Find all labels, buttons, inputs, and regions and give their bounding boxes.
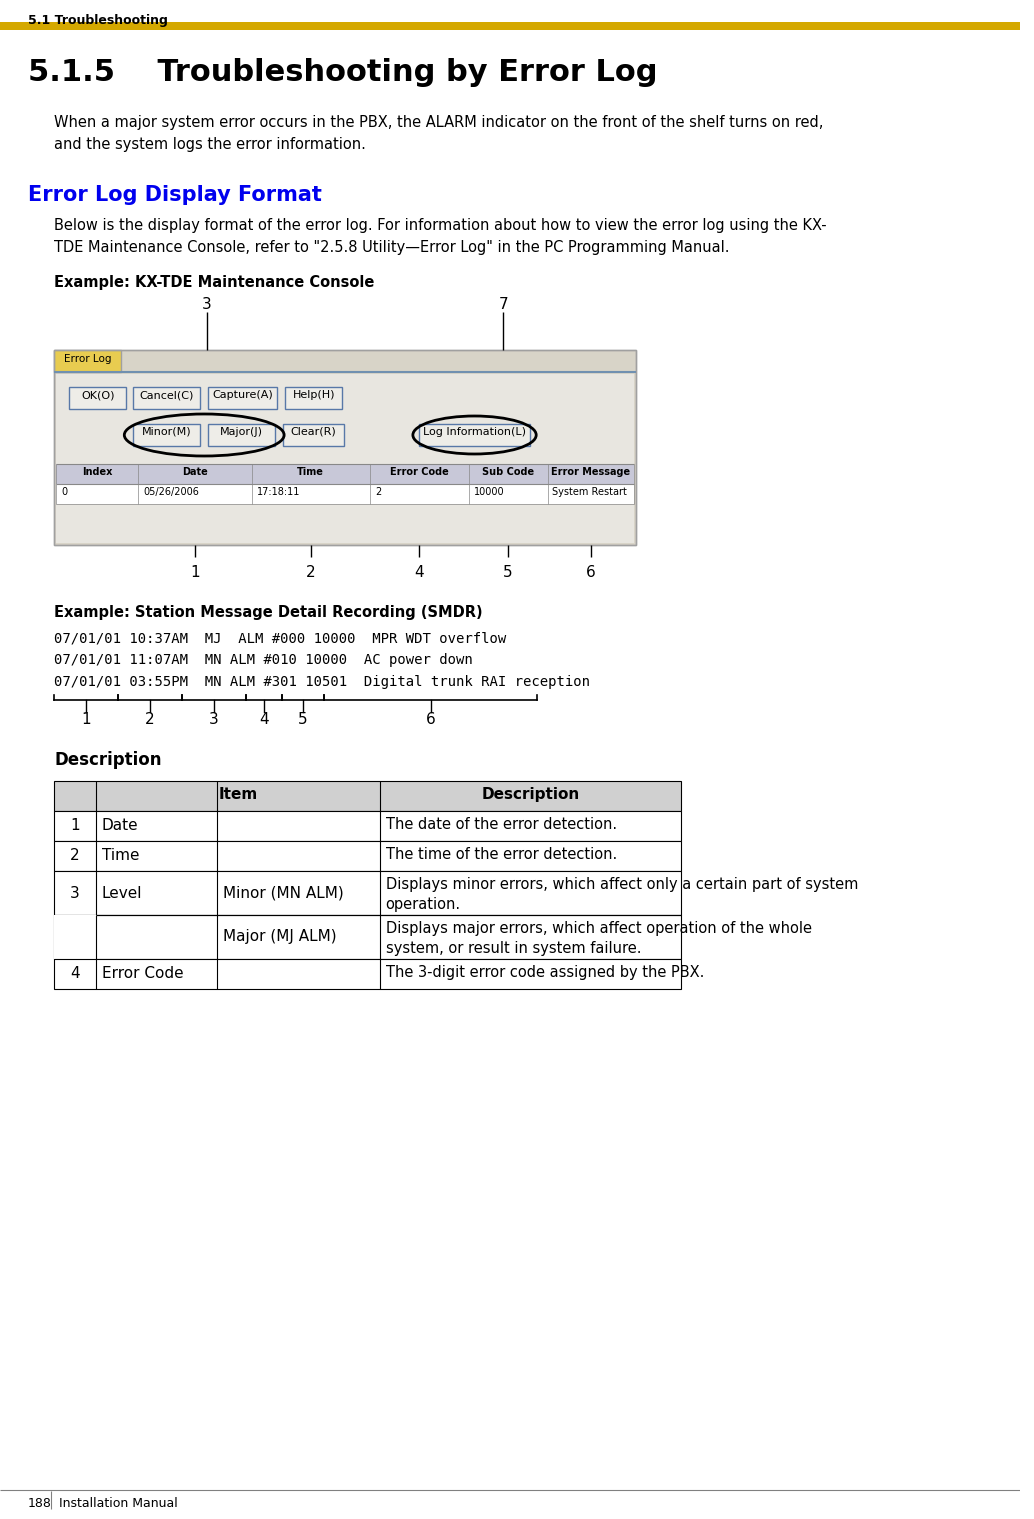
Bar [54,349,636,545]
Bar [285,387,342,409]
Text: 3: 3 [203,298,212,311]
Text: Description: Description [54,750,161,769]
Text: Error Code: Error Code [390,466,449,477]
Text: 1: 1 [70,819,80,834]
Text: Time: Time [101,849,140,863]
Text: 05/26/2006: 05/26/2006 [143,488,199,497]
Bar [54,914,680,958]
Text: Description: Description [481,787,579,802]
Text: Displays major errors, which affect operation of the whole
system, or result in : Displays major errors, which affect oper… [386,921,812,957]
Text: The time of the error detection.: The time of the error detection. [386,848,617,861]
Bar [0,21,1021,30]
Text: 2: 2 [306,565,315,580]
Bar [54,349,121,372]
Bar [208,387,277,409]
Text: When a major system error occurs in the PBX, the ALARM indicator on the front of: When a major system error occurs in the … [54,115,824,152]
Text: Level: Level [101,886,142,901]
Text: 188: 188 [28,1498,52,1510]
Text: 5: 5 [504,565,513,580]
Text: 5: 5 [298,712,308,728]
Text: Installation Manual: Installation Manual [59,1498,178,1510]
Text: Date: Date [182,466,208,477]
Text: Cancel(C): Cancel(C) [140,390,194,399]
Text: Date: Date [101,819,139,834]
Text: Below is the display format of the error log. For information about how to view : Below is the display format of the error… [54,219,827,255]
Bar [56,374,634,542]
Text: Error Log Display Format: Error Log Display Format [28,185,322,205]
Text: 07/01/01 10:37AM  MJ  ALM #000 10000  MPR WDT overflow: 07/01/01 10:37AM MJ ALM #000 10000 MPR W… [54,630,507,646]
Bar [56,485,634,504]
Bar [54,870,680,914]
Bar [133,424,201,447]
Text: Help(H): Help(H) [293,390,335,399]
Bar [54,958,680,989]
Text: 10000: 10000 [474,488,505,497]
Text: Time: Time [298,466,325,477]
Text: 5.1 Troubleshooting: 5.1 Troubleshooting [28,14,168,27]
Bar [54,914,96,958]
Text: Major (MJ ALM): Major (MJ ALM) [223,930,337,945]
Text: 17:18:11: 17:18:11 [256,488,300,497]
Text: Sub Code: Sub Code [482,466,535,477]
Text: Log Information(L): Log Information(L) [423,427,526,437]
Text: 3: 3 [209,712,219,728]
Bar [208,424,275,447]
Text: 07/01/01 03:55PM  MN ALM #301 10501  Digital trunk RAI reception: 07/01/01 03:55PM MN ALM #301 10501 Digit… [54,674,590,690]
Text: The date of the error detection.: The date of the error detection. [386,817,617,832]
Text: 2: 2 [146,712,155,728]
Text: 5.1.5    Troubleshooting by Error Log: 5.1.5 Troubleshooting by Error Log [28,58,658,87]
Text: 3: 3 [70,886,80,901]
Text: 1: 1 [190,565,200,580]
Text: 07/01/01 11:07AM  MN ALM #010 10000  AC power down: 07/01/01 11:07AM MN ALM #010 10000 AC po… [54,653,473,667]
Text: 6: 6 [586,565,596,580]
Bar [54,811,680,842]
Bar [283,424,344,447]
Bar [54,781,680,811]
Text: 0: 0 [61,488,67,497]
Text: The 3-digit error code assigned by the PBX.: The 3-digit error code assigned by the P… [386,965,704,980]
Bar [56,463,634,485]
Text: 6: 6 [426,712,435,728]
Text: Major(J): Major(J) [220,427,264,437]
Text: 2: 2 [375,488,382,497]
Text: 4: 4 [415,565,424,580]
Bar [54,349,636,545]
Text: 4: 4 [258,712,269,728]
Bar [419,424,529,447]
Text: 4: 4 [70,966,80,981]
Text: 2: 2 [70,849,80,863]
Text: System Restart: System Restart [552,488,628,497]
Bar [54,842,680,870]
Bar [69,387,126,409]
Text: Error Log: Error Log [64,354,112,365]
Text: Clear(R): Clear(R) [291,427,337,437]
Text: 1: 1 [82,712,91,728]
Text: OK(O): OK(O) [81,390,115,399]
Text: Index: Index [82,466,113,477]
Text: Minor (MN ALM): Minor (MN ALM) [223,886,343,901]
Text: Error Code: Error Code [101,966,183,981]
Text: Displays minor errors, which affect only a certain part of system
operation.: Displays minor errors, which affect only… [386,876,858,913]
Text: Example: KX-TDE Maintenance Console: Example: KX-TDE Maintenance Console [54,275,374,290]
Text: Minor(M): Minor(M) [142,427,191,437]
Text: 7: 7 [498,298,508,311]
Text: Capture(A): Capture(A) [212,390,273,399]
Text: Example: Station Message Detail Recording (SMDR): Example: Station Message Detail Recordin… [54,605,483,620]
Bar [133,387,201,409]
Text: Error Message: Error Message [551,466,631,477]
Text: Item: Item [218,787,257,802]
